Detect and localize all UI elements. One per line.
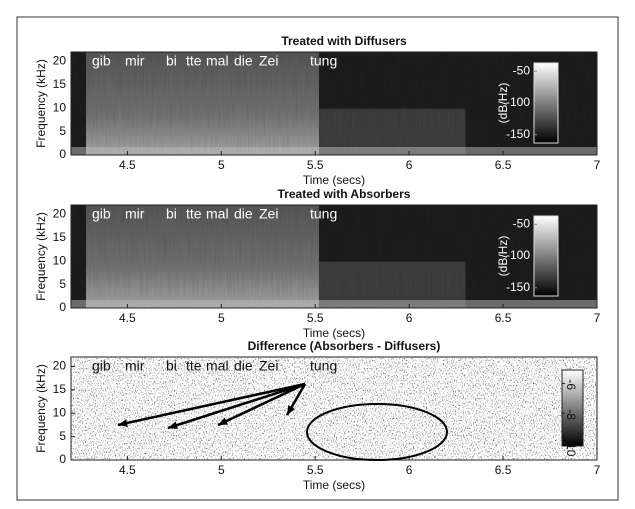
colorbar-tick-label: -6: [564, 379, 578, 390]
y-tick-label: 15: [53, 230, 67, 244]
x-tick-label: 5.5: [307, 158, 324, 172]
y-tick-label: 20: [53, 207, 67, 221]
syllable-label: Zei: [259, 53, 278, 69]
syllable-label: mal: [206, 53, 229, 69]
syllable-label: mal: [206, 358, 229, 374]
x-tick-label: 6: [406, 463, 413, 477]
y-tick-label: 0: [59, 452, 66, 466]
annotation-arrow: [117, 382, 306, 427]
y-axis-label: Frequency (kHz): [34, 212, 48, 301]
syllable-label: tung: [310, 206, 337, 222]
colorbar-label: (dB/Hz): [496, 236, 510, 277]
y-tick-label: 5: [59, 277, 66, 291]
annotation-arrow: [217, 382, 306, 427]
syllable-label: die: [234, 53, 253, 69]
colorbar-tick-label: -50: [513, 63, 531, 77]
x-tick-label: 5: [218, 463, 225, 477]
x-tick-label: 6.5: [495, 311, 512, 325]
x-tick-label: 5: [218, 158, 225, 172]
colorbar: [533, 62, 559, 144]
y-axis-label: Frequency (kHz): [34, 59, 48, 148]
y-tick-label: 20: [53, 54, 67, 68]
low-band: [71, 147, 597, 155]
y-tick-label: 0: [59, 147, 66, 161]
syllable-label: Zei: [259, 206, 278, 222]
spectrogram-texture: [71, 357, 597, 460]
syllable-label: tung: [310, 358, 337, 374]
chart-title: Difference (Absorbers - Diffusers): [248, 339, 441, 353]
colorbar-tick-label: -100: [506, 95, 530, 109]
x-tick-label: 5.5: [307, 311, 324, 325]
syllable-label: tung: [310, 53, 337, 69]
y-tick-label: 5: [59, 124, 66, 138]
arrow-head: [218, 417, 228, 425]
y-tick-label: 0: [59, 300, 66, 314]
syllable-label: bi: [166, 358, 177, 374]
colorbar-label: (dB/Hz): [496, 83, 510, 124]
colorbar-tick-label: -150: [506, 127, 530, 141]
x-tick-label: 5: [218, 311, 225, 325]
y-axis-label: Frequency (kHz): [34, 364, 48, 453]
arrow-head: [287, 405, 295, 415]
colorbar-tick-label: -50: [513, 216, 531, 230]
spectrogram-texture: [71, 205, 597, 308]
x-tick-label: 7: [594, 463, 601, 477]
syllable-label: gib: [92, 206, 111, 222]
chart-title: Treated with Absorbers: [278, 187, 411, 201]
plot-border: [70, 51, 598, 156]
colorbar-tick-label: -8: [564, 409, 578, 420]
syllable-label: mir: [125, 358, 145, 374]
syllable-label: bi: [166, 206, 177, 222]
syllable-label: tte: [186, 206, 202, 222]
syllable-label: gib: [92, 358, 111, 374]
x-tick-label: 6.5: [495, 463, 512, 477]
x-tick-label: 4.5: [119, 311, 136, 325]
syllable-label: mal: [206, 206, 229, 222]
y-tick-label: 20: [53, 359, 67, 373]
syllable-label: bi: [166, 53, 177, 69]
y-tick-label: 15: [53, 77, 67, 91]
y-tick-label: 5: [59, 429, 66, 443]
syllable-label: Zei: [259, 358, 278, 374]
plot-border: [70, 356, 598, 461]
syllable-label: tte: [186, 358, 202, 374]
plot-border: [70, 204, 598, 309]
x-axis-label: Time (secs): [303, 478, 365, 492]
syllable-label: mir: [125, 206, 145, 222]
highlight-ellipse: [306, 403, 448, 461]
x-tick-label: 6: [406, 311, 413, 325]
x-tick-label: 7: [594, 158, 601, 172]
y-tick-label: 10: [53, 405, 67, 419]
chart-title: Treated with Diffusers: [281, 34, 407, 48]
x-tick-label: 4.5: [119, 463, 136, 477]
colorbar-tick-label: -100: [506, 248, 530, 262]
arrow-head: [168, 421, 178, 429]
x-tick-label: 6.5: [495, 158, 512, 172]
x-axis-label: Time (secs): [303, 173, 365, 187]
low-band: [71, 300, 597, 308]
y-tick-label: 10: [53, 100, 67, 114]
x-tick-label: 4.5: [119, 158, 136, 172]
frame: [16, 16, 619, 501]
spectrogram-texture: [71, 52, 597, 155]
syllable-label: mir: [125, 53, 145, 69]
syllable-label: gib: [92, 53, 111, 69]
syllable-label: die: [234, 358, 253, 374]
colorbar: [561, 369, 584, 447]
colorbar: [533, 215, 559, 297]
syllable-label: die: [234, 206, 253, 222]
colorbar-tick-label: -10: [564, 439, 578, 457]
x-axis-label: Time (secs): [303, 326, 365, 340]
y-tick-label: 15: [53, 382, 67, 396]
x-tick-label: 7: [594, 311, 601, 325]
syllable-label: tte: [186, 53, 202, 69]
x-tick-label: 6: [406, 158, 413, 172]
colorbar-tick-label: -150: [506, 280, 530, 294]
x-tick-label: 5.5: [307, 463, 324, 477]
annotation-arrow: [167, 382, 306, 430]
arrow-head: [118, 419, 128, 427]
y-tick-label: 10: [53, 253, 67, 267]
